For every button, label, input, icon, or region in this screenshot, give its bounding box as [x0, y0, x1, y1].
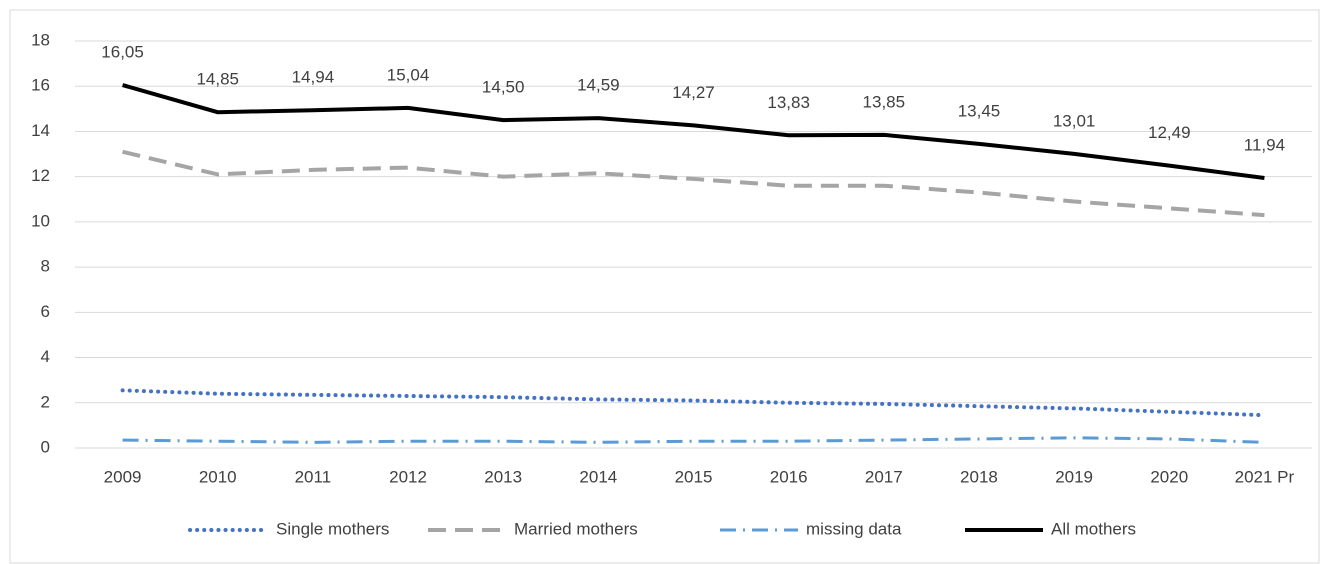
- data-label: 12,49: [1148, 123, 1191, 142]
- data-label: 14,27: [672, 83, 715, 102]
- data-label: 14,85: [196, 70, 239, 89]
- y-tick-label: 0: [41, 437, 50, 456]
- x-tick-label: 2010: [199, 467, 237, 486]
- x-tick-label: 2013: [484, 467, 522, 486]
- x-tick-label: 2012: [389, 467, 427, 486]
- x-tick-label: 2020: [1150, 467, 1188, 486]
- y-tick-label: 14: [31, 121, 50, 140]
- y-tick-label: 6: [41, 302, 50, 321]
- series-line: [122, 83, 1265, 181]
- data-label: 13,45: [958, 101, 1001, 120]
- data-label: 14,59: [577, 76, 620, 95]
- data-label: 13,85: [863, 92, 906, 111]
- data-label: 14,50: [482, 78, 525, 97]
- data-label: 15,04: [387, 65, 430, 84]
- series-line: [122, 149, 1265, 218]
- data-label: 14,94: [292, 68, 335, 87]
- legend-label: missing data: [806, 519, 902, 538]
- legend-label: All mothers: [1051, 519, 1136, 538]
- x-tick-label: 2018: [960, 467, 998, 486]
- x-tick-label: 2009: [104, 467, 142, 486]
- y-tick-label: 10: [31, 211, 50, 230]
- x-tick-label: 2017: [865, 467, 903, 486]
- data-label: 11,94: [1244, 136, 1285, 155]
- x-tick-label: 2015: [675, 467, 713, 486]
- legend-label: Married mothers: [514, 519, 638, 538]
- y-tick-label: 4: [41, 347, 50, 366]
- data-label: 13,01: [1053, 111, 1096, 130]
- legend-label: Single mothers: [276, 519, 389, 538]
- x-tick-label: 2021 Pr: [1235, 467, 1295, 486]
- x-tick-label: 2019: [1055, 467, 1093, 486]
- series-line: [120, 388, 1267, 418]
- series-line: [122, 436, 1265, 444]
- chart-frame: [9, 9, 1320, 564]
- y-tick-label: 18: [31, 30, 50, 49]
- y-tick-label: 8: [41, 257, 50, 276]
- x-tick-label: 2011: [295, 467, 332, 486]
- y-tick-label: 12: [31, 166, 50, 185]
- x-tick-label: 2016: [770, 467, 808, 486]
- y-tick-label: 2: [41, 392, 50, 411]
- data-label: 13,83: [767, 93, 810, 112]
- x-tick-label: 2014: [579, 467, 617, 486]
- data-label: 16,05: [101, 43, 144, 62]
- y-tick-label: 16: [31, 76, 50, 95]
